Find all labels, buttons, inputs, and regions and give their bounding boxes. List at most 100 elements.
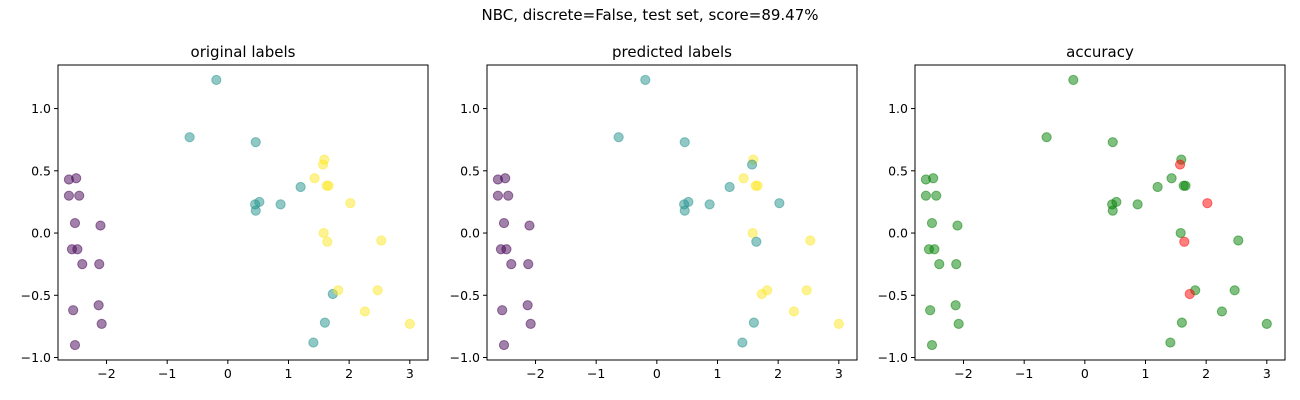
scatter-point bbox=[497, 305, 508, 316]
scatter-point bbox=[523, 259, 534, 270]
scatter-points bbox=[920, 74, 1272, 351]
scatter-point bbox=[748, 317, 759, 328]
scatter-point bbox=[1216, 306, 1228, 317]
y-tick-label: −1.0 bbox=[450, 350, 480, 365]
scatter-point bbox=[323, 180, 334, 191]
scatter-point bbox=[250, 137, 261, 148]
panel-2: predicted labels −2 −1 0 1 2 3 −1.0 −0.5 0.0 0.5 1.… bbox=[450, 43, 858, 381]
scatter-point bbox=[952, 220, 963, 231]
scatter-points bbox=[492, 74, 844, 351]
x-tick-label: 0 bbox=[224, 366, 232, 381]
scatter-point bbox=[1176, 317, 1187, 328]
scatter-point bbox=[77, 259, 88, 270]
y-tick-label: 1.0 bbox=[460, 101, 480, 116]
scatter-point bbox=[1132, 199, 1143, 210]
scatter-point bbox=[950, 300, 961, 311]
y-tick-label: −0.5 bbox=[878, 288, 908, 303]
y-tick-label: 0.5 bbox=[460, 163, 480, 178]
scatter-point bbox=[640, 74, 651, 86]
scatter-point bbox=[498, 217, 510, 229]
scatter-point bbox=[318, 227, 329, 239]
scatter-point bbox=[94, 259, 105, 270]
scatter-point bbox=[254, 196, 265, 208]
scatter-point bbox=[1175, 227, 1186, 239]
scatter-point bbox=[931, 190, 942, 201]
y-tick-label: 0.5 bbox=[31, 163, 51, 178]
panels: original labels −2 −1 0 1 2 3 −1.0 −0.5 0.0 0.5 1.0… bbox=[21, 43, 1286, 381]
x-tick-label: 3 bbox=[1263, 366, 1271, 381]
scatter-point bbox=[500, 173, 511, 184]
scatter-point bbox=[929, 244, 940, 255]
scatter-point bbox=[1111, 196, 1122, 208]
scatter-point bbox=[211, 74, 222, 86]
y-tick-label: 0.5 bbox=[888, 163, 908, 178]
x-tick-label: −2 bbox=[97, 366, 115, 381]
scatter-point bbox=[724, 181, 735, 193]
panel-3: accuracy −2 −1 0 1 2 3 −1.0 −0.5 0.0 0.5 1.0 bbox=[878, 43, 1286, 381]
scatter-point bbox=[69, 339, 81, 351]
scatter-point bbox=[295, 181, 306, 193]
scatter-point bbox=[613, 132, 624, 143]
scatter-point bbox=[928, 173, 939, 184]
scatter-point bbox=[1166, 173, 1177, 184]
scatter-point bbox=[926, 217, 938, 229]
x-tick-label: −1 bbox=[1015, 366, 1033, 381]
scatter-point bbox=[506, 259, 517, 270]
scatter-point bbox=[752, 180, 763, 191]
scatter-point bbox=[333, 285, 344, 296]
scatter-point bbox=[1041, 132, 1052, 143]
scatter-point bbox=[309, 173, 320, 184]
scatter-point bbox=[498, 339, 510, 351]
scatter-point bbox=[774, 198, 785, 209]
scatter-point bbox=[1152, 181, 1163, 193]
scatter-point bbox=[679, 205, 690, 216]
scatter-point bbox=[74, 190, 85, 201]
panel-title: accuracy bbox=[1066, 43, 1134, 61]
scatter-point bbox=[951, 259, 962, 270]
scatter-point bbox=[376, 235, 387, 246]
scatter-point bbox=[72, 244, 83, 255]
x-tick-label: 1 bbox=[714, 366, 722, 381]
y-tick-label: 1.0 bbox=[31, 101, 51, 116]
x-tick-label: −2 bbox=[526, 366, 544, 381]
scatter-point bbox=[345, 198, 356, 209]
scatter-point bbox=[68, 305, 79, 316]
scatter-point bbox=[805, 235, 816, 246]
scatter-point bbox=[801, 285, 812, 296]
scatter-point bbox=[788, 306, 800, 317]
scatter-point bbox=[1165, 337, 1176, 348]
scatter-point bbox=[679, 137, 690, 148]
scatter-point bbox=[1229, 285, 1240, 296]
axes-frame bbox=[57, 64, 429, 361]
scatter-point bbox=[525, 318, 536, 330]
x-tick-label: 2 bbox=[1202, 366, 1210, 381]
scatter-point bbox=[250, 205, 261, 216]
scatter-point bbox=[317, 159, 329, 170]
axes-frame bbox=[486, 64, 858, 361]
scatter-point bbox=[738, 173, 749, 184]
y-tick-label: −1.0 bbox=[878, 350, 908, 365]
x-tick-label: −1 bbox=[587, 366, 605, 381]
panel-title: original labels bbox=[191, 43, 296, 61]
x-tick-label: −2 bbox=[954, 366, 972, 381]
y-tick-label: −0.5 bbox=[21, 288, 51, 303]
scatter-point bbox=[322, 236, 333, 247]
y-tick-label: −0.5 bbox=[450, 288, 480, 303]
scatter-point bbox=[372, 285, 383, 296]
scatter-point bbox=[926, 339, 938, 351]
scatter-point bbox=[96, 318, 107, 330]
scatter-point bbox=[404, 318, 415, 330]
scatter-point bbox=[1068, 74, 1079, 86]
y-tick-label: 0.0 bbox=[460, 226, 480, 241]
x-tick-label: 0 bbox=[1081, 366, 1089, 381]
scatter-point bbox=[501, 244, 512, 255]
scatter-point bbox=[683, 196, 694, 208]
x-tick-label: 0 bbox=[653, 366, 661, 381]
scatter-point bbox=[1261, 318, 1272, 330]
scatter-point bbox=[1107, 205, 1118, 216]
x-tick-label: 2 bbox=[774, 366, 782, 381]
scatter-point bbox=[71, 173, 82, 184]
scatter-point bbox=[93, 300, 104, 311]
scatter-point bbox=[319, 317, 330, 328]
x-tick-label: 1 bbox=[1142, 366, 1150, 381]
